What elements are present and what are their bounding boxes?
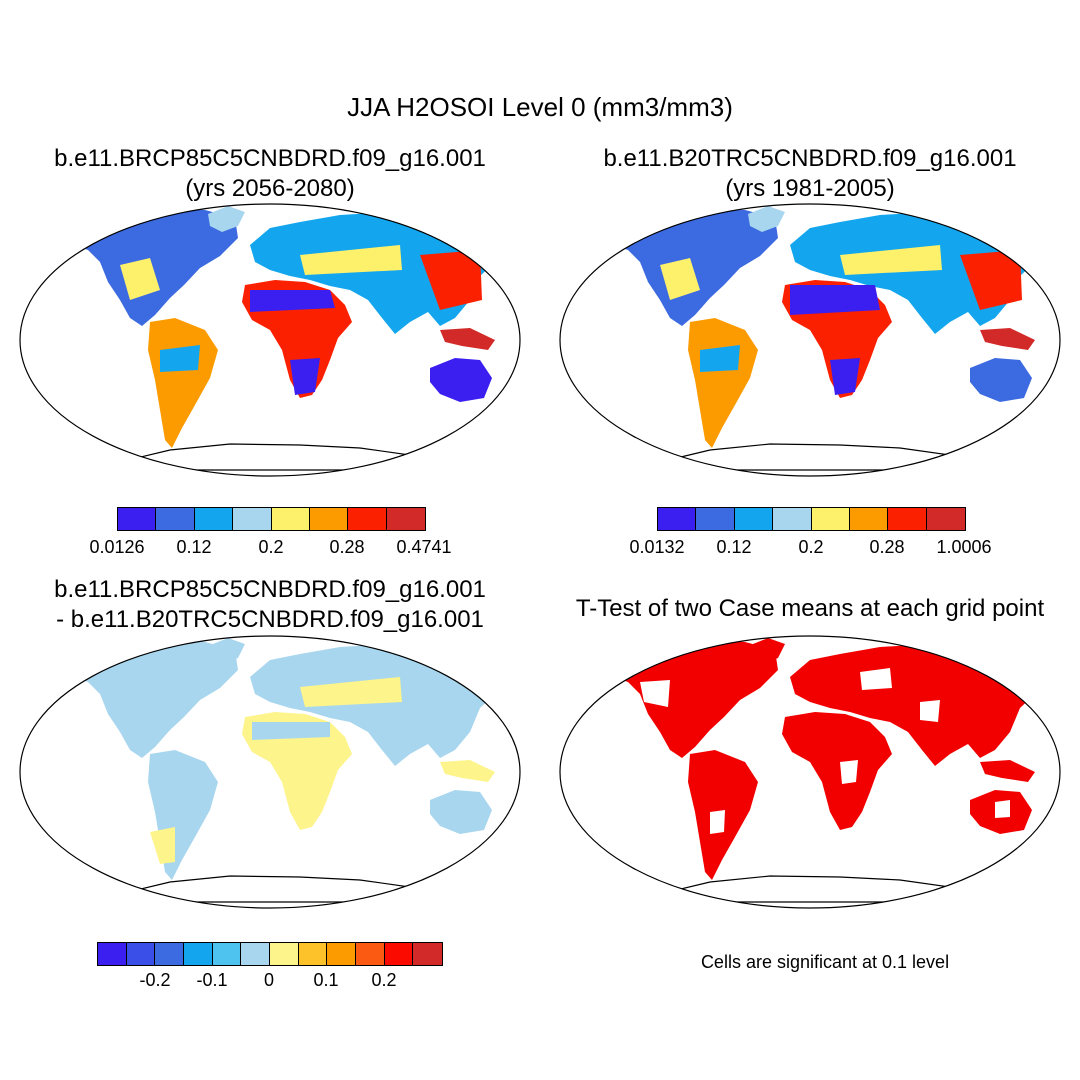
colorbar-swatch bbox=[384, 943, 414, 965]
colorbar-swatch bbox=[155, 943, 184, 965]
land-field bbox=[58, 638, 510, 880]
colorbar-swatch bbox=[926, 508, 965, 530]
colorbar-swatch bbox=[98, 943, 127, 965]
colorbar-swatch bbox=[156, 508, 195, 530]
colorbar-swatch bbox=[309, 508, 349, 530]
colorbar-swatch bbox=[355, 943, 385, 965]
colorbar-tick-label: 0.0132 bbox=[629, 537, 685, 557]
panel-3-title: b.e11.BRCP85C5CNBDRD.f09_g16.001 - b.e11… bbox=[0, 575, 540, 635]
colorbar-tick-label: -0.2 bbox=[139, 970, 171, 990]
non-significant-cells bbox=[640, 668, 1010, 834]
colorbar-swatch bbox=[118, 508, 157, 530]
colorbar-swatch bbox=[386, 508, 425, 530]
panel-2-title-line2: (yrs 1981-2005) bbox=[725, 175, 895, 202]
colorbar-swatch bbox=[298, 943, 328, 965]
colorbar-tick-label: 0.4741 bbox=[396, 537, 452, 557]
map-panel-1 bbox=[19, 203, 521, 477]
colorbar-tick-label: 0.2 bbox=[258, 537, 284, 557]
panel-1-title: b.e11.BRCP85C5CNBDRD.f09_g16.001 (yrs 20… bbox=[0, 144, 540, 204]
colorbar-swatch bbox=[194, 508, 234, 530]
colorbar-panel-3 bbox=[97, 942, 443, 966]
panel-4-title: T-Test of two Case means at each grid po… bbox=[575, 595, 1045, 622]
colorbar-tick-label: 0.12 bbox=[716, 537, 752, 557]
map-border bbox=[19, 203, 521, 477]
land-field bbox=[598, 206, 1050, 448]
antarctica-outline bbox=[119, 443, 422, 471]
colorbar-tick-label: -0.1 bbox=[196, 970, 228, 990]
antarctica-outline bbox=[659, 443, 962, 471]
panel-3-title-line1: b.e11.BRCP85C5CNBDRD.f09_g16.001 bbox=[54, 576, 486, 603]
colorbar-panel-2 bbox=[657, 507, 966, 531]
colorbar-swatch bbox=[888, 508, 927, 530]
map-panel-2 bbox=[559, 203, 1061, 477]
colorbar-swatch bbox=[849, 508, 889, 530]
colorbar-swatch bbox=[734, 508, 774, 530]
colorbar-tick-label: 0.2 bbox=[371, 970, 397, 990]
colorbar-tick-label: 0.0126 bbox=[89, 537, 145, 557]
colorbar-panel-1 bbox=[117, 507, 426, 531]
map-border bbox=[559, 635, 1061, 909]
antarctica-outline bbox=[119, 875, 422, 903]
colorbar-swatch bbox=[696, 508, 735, 530]
colorbar-swatch bbox=[212, 943, 242, 965]
map-panel-4 bbox=[559, 635, 1061, 909]
colorbar-swatch bbox=[327, 943, 356, 965]
panel-1-title-line2: (yrs 2056-2080) bbox=[185, 175, 355, 202]
significance-note: Cells are significant at 0.1 level bbox=[700, 952, 950, 972]
colorbar-swatch bbox=[773, 508, 812, 530]
antarctica-outline bbox=[659, 875, 962, 903]
significant-cells bbox=[598, 638, 1050, 880]
colorbar-swatch bbox=[269, 943, 299, 965]
map-panel-3 bbox=[19, 635, 521, 909]
colorbar-swatch bbox=[271, 508, 310, 530]
figure-title: JJA H2OSOI Level 0 (mm3/mm3) bbox=[347, 92, 733, 122]
colorbar-swatch bbox=[811, 508, 850, 530]
colorbar-swatch bbox=[126, 943, 156, 965]
panel-2-title-line1: b.e11.B20TRC5CNBDRD.f09_g16.001 bbox=[603, 145, 1017, 172]
colorbar-swatch bbox=[241, 943, 270, 965]
map-border bbox=[559, 203, 1061, 477]
map-border bbox=[19, 635, 521, 909]
colorbar-tick-label: 0.1 bbox=[313, 970, 339, 990]
colorbar-swatch bbox=[233, 508, 272, 530]
colorbar-tick-label: 0.28 bbox=[329, 537, 365, 557]
panel-3-title-line2: - b.e11.B20TRC5CNBDRD.f09_g16.001 bbox=[56, 606, 484, 633]
colorbar-swatch bbox=[658, 508, 697, 530]
colorbar-tick-label: 0.2 bbox=[798, 537, 824, 557]
colorbar-swatch bbox=[183, 943, 213, 965]
colorbar-tick-label: 0.28 bbox=[869, 537, 905, 557]
land-field bbox=[58, 206, 510, 448]
colorbar-tick-label: 0.12 bbox=[176, 537, 212, 557]
colorbar-tick-label: 0 bbox=[263, 970, 275, 990]
colorbar-swatch bbox=[413, 943, 442, 965]
panel-2-title: b.e11.B20TRC5CNBDRD.f09_g16.001 (yrs 198… bbox=[540, 144, 1080, 204]
colorbar-swatch bbox=[348, 508, 387, 530]
panel-1-title-line1: b.e11.BRCP85C5CNBDRD.f09_g16.001 bbox=[54, 145, 486, 172]
colorbar-tick-label: 1.0006 bbox=[936, 537, 992, 557]
